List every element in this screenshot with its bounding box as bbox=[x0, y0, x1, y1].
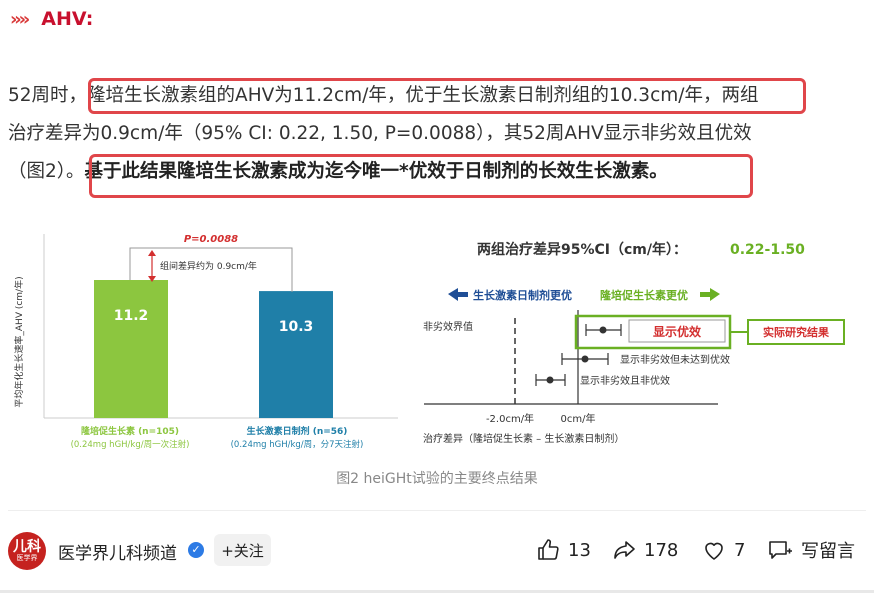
diff-label: 组间差异约为 0.9cm/年 bbox=[160, 260, 257, 272]
arrow-left-icon bbox=[448, 288, 468, 301]
x-category-sub: (0.24mg hGH/kg/周一次注射) bbox=[71, 439, 190, 450]
x-tick-label: -2.0cm/年 bbox=[486, 412, 534, 425]
figure-image: 平均年化生长速率_AHV (cm/年) 11.2 10.3 P=0.0088 组… bbox=[0, 222, 874, 462]
highlight-box bbox=[89, 154, 753, 198]
ci-title: 两组治疗差异95%CI（cm/年）： bbox=[477, 241, 687, 258]
category-name: 隆培促生长素 (n=105) bbox=[81, 425, 179, 437]
avatar[interactable]: 儿科 医学界 bbox=[8, 532, 46, 570]
divider bbox=[8, 510, 866, 511]
article-footer: 儿科 医学界 医学界儿科频道 ✓ +关注 13 178 7 写留言 bbox=[0, 526, 874, 582]
highlighted-text: 隆培生长激素组的AHV为11.2cm/年，优于生长激素日制剂组的10.3cm/年… bbox=[87, 85, 722, 106]
x-axis-label: 治疗差异（隆培促生长素 – 生长激素日制剂） bbox=[423, 432, 624, 445]
ci-range: 0.22-1.50 bbox=[730, 242, 805, 258]
diff-arrow-head bbox=[148, 250, 156, 256]
figure-caption: 图2 heiGHt试验的主要终点结果 bbox=[336, 471, 538, 487]
verified-icon: ✓ bbox=[188, 542, 204, 558]
x-category-label: 生长激素日制剂 (n=56) bbox=[247, 425, 348, 437]
avatar-subtext: 医学界 bbox=[16, 553, 38, 562]
right-arrow-label: 隆培促生长素更优 bbox=[600, 288, 688, 302]
comparison-bracket bbox=[129, 247, 293, 292]
result-label: 实际研究结果 bbox=[763, 325, 829, 339]
x-category-label: 隆培促生长素 (n=105) bbox=[81, 425, 179, 437]
highlight-box bbox=[88, 78, 806, 114]
result-label-box bbox=[747, 319, 845, 345]
x-tick-label: 0cm/年 bbox=[561, 412, 596, 425]
ci-point bbox=[581, 355, 589, 363]
section-title: AHV: bbox=[41, 8, 94, 30]
category-name: 生长激素日制剂 (n=56) bbox=[247, 425, 348, 437]
left-arrow-label: 生长激素日制剂更优 bbox=[473, 288, 572, 302]
bar-chart: 平均年化生长速率_AHV (cm/年) 11.2 10.3 P=0.0088 组… bbox=[13, 234, 398, 450]
paragraph-text: 治疗差异为0.9cm/年（95% CI: 0.22, 1.50, P=0.008… bbox=[8, 123, 752, 144]
share-icon bbox=[614, 541, 635, 559]
share-count: 178 bbox=[644, 539, 679, 561]
comment-icon bbox=[769, 541, 792, 559]
diff-arrow-head bbox=[148, 276, 156, 282]
superior-label-box bbox=[628, 319, 726, 343]
chevron-right-icon: »» bbox=[10, 8, 30, 30]
x-category-sub: (0.24mg hGH/kg/周，分7天注射) bbox=[231, 439, 364, 450]
y-axis-label: 平均年化生长速率_AHV (cm/年) bbox=[13, 276, 25, 407]
paragraph-text: （图2）。 bbox=[8, 161, 85, 182]
author-name[interactable]: 医学界儿科频道 bbox=[58, 544, 177, 564]
avatar-text: 儿科 bbox=[13, 538, 41, 555]
superior-label: 显示优效 bbox=[653, 324, 702, 339]
like-button[interactable]: 13 bbox=[536, 536, 591, 564]
follow-button[interactable]: +关注 bbox=[214, 534, 271, 566]
arrow-right-icon bbox=[700, 288, 720, 301]
highlighted-bold-text: 基于此结果隆培生长激素成为迄今唯一*优效于日制剂的长效生长激素。 bbox=[84, 161, 668, 182]
favorite-button[interactable]: 7 bbox=[702, 536, 745, 564]
case-label: 显示非劣效但未达到优效 bbox=[620, 353, 730, 366]
heart-icon bbox=[705, 542, 723, 560]
bar-value-label: 10.3 bbox=[279, 319, 314, 335]
ci-point bbox=[546, 376, 554, 384]
favorite-count: 7 bbox=[734, 539, 746, 561]
divider bbox=[0, 590, 874, 593]
bar-daily bbox=[259, 291, 333, 418]
paragraph-text: 52周时， bbox=[8, 85, 88, 106]
p-value-label: P=0.0088 bbox=[184, 234, 238, 245]
section-header: »» AHV: bbox=[10, 6, 93, 32]
paragraph-text: 两组 bbox=[721, 85, 759, 106]
case-label: 显示非劣效且非优效 bbox=[580, 374, 670, 387]
ci-point bbox=[599, 326, 607, 334]
like-count: 13 bbox=[568, 539, 591, 561]
margin-label: 非劣效界值 bbox=[423, 320, 473, 333]
comment-label: 写留言 bbox=[801, 541, 855, 562]
thumbs-up-icon bbox=[538, 539, 559, 560]
bar-longpeg bbox=[94, 280, 168, 418]
ci-diagram: 两组治疗差异95%CI（cm/年）： 0.22-1.50 生长激素日制剂更优 隆… bbox=[423, 241, 845, 445]
comment-button[interactable]: 写留言 bbox=[767, 536, 855, 564]
bar-value-label: 11.2 bbox=[114, 308, 149, 324]
share-button[interactable]: 178 bbox=[612, 536, 678, 564]
